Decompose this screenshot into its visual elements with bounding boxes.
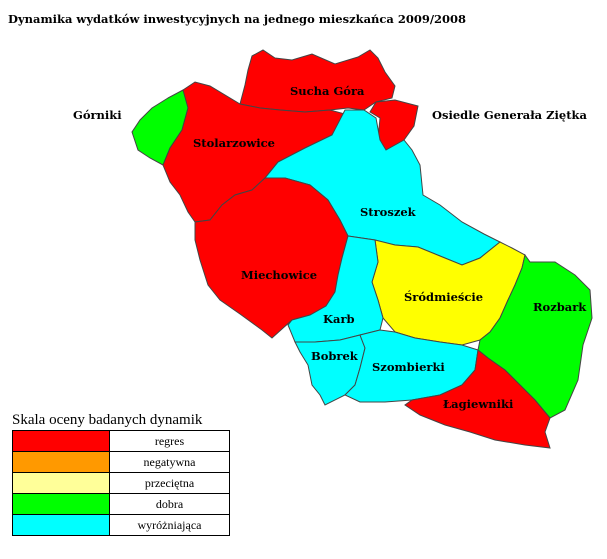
legend-label: przeciętna [109, 472, 230, 494]
label-stroszek: Stroszek [360, 205, 417, 219]
legend-label: dobra [109, 493, 230, 515]
label-karb: Karb [323, 312, 355, 326]
legend-row-regres: regres [12, 430, 230, 452]
legend-table: regres negatywna przeciętna dobra wyróżn… [12, 430, 230, 536]
legend-row-wyrozniajaca: wyróżniająca [12, 514, 230, 536]
legend-swatch [12, 514, 110, 536]
label-gorniki: Górniki [73, 108, 122, 122]
label-srodmiescie: Śródmieście [404, 290, 483, 304]
district-lagiewniki[interactable] [404, 349, 551, 449]
legend-label: regres [109, 430, 230, 452]
label-osiedle-generala-zietka: Osiedle Generała Ziętka [432, 108, 587, 122]
legend-swatch [12, 472, 110, 494]
legend-row-przecietna: przeciętna [12, 472, 230, 494]
label-sucha-gora: Sucha Góra [290, 84, 365, 98]
legend-label: negatywna [109, 451, 230, 473]
label-miechowice: Miechowice [241, 268, 317, 282]
label-stolarzowice: Stolarzowice [193, 136, 275, 150]
legend-swatch [12, 430, 110, 452]
label-bobrek: Bobrek [311, 349, 359, 363]
legend-label: wyróżniająca [109, 514, 230, 536]
label-lagiewniki: Łagiewniki [443, 397, 514, 411]
district-sucha-gora[interactable] [239, 49, 396, 113]
legend-swatch [12, 451, 110, 473]
legend-row-negatywna: negatywna [12, 451, 230, 473]
label-szombierki: Szombierki [372, 360, 445, 374]
map-title: Dynamika wydatków inwestycyjnych na jedn… [8, 12, 467, 26]
district-miechowice[interactable] [194, 177, 349, 339]
legend-title: Skala oceny badanych dynamik [12, 412, 203, 428]
legend-swatch [12, 493, 110, 515]
legend-row-dobra: dobra [12, 493, 230, 515]
label-rozbark: Rozbark [533, 300, 587, 314]
